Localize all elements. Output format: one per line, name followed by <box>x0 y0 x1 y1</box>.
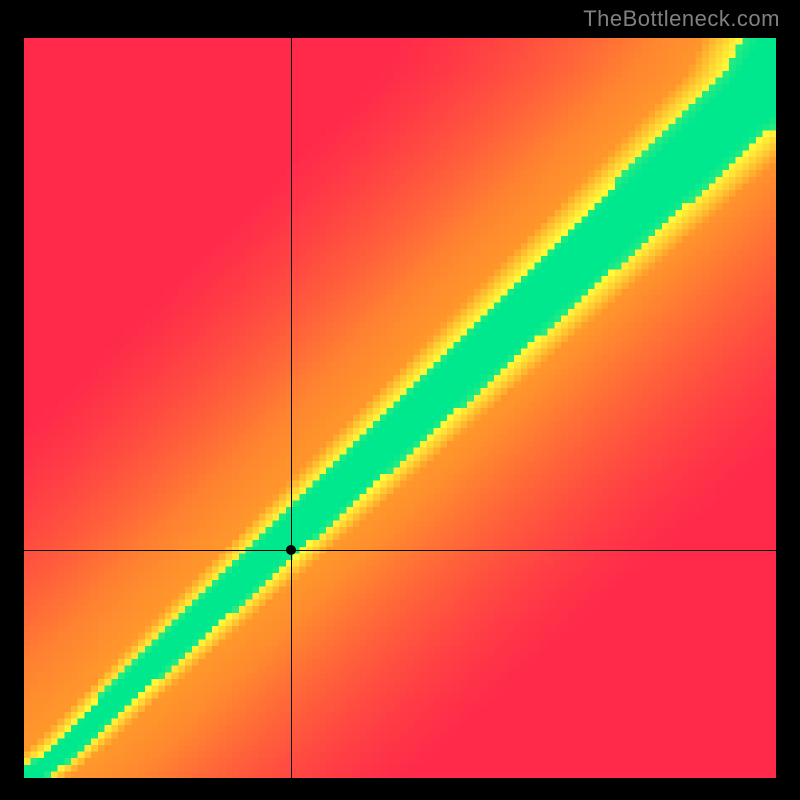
heatmap-plot <box>24 38 776 778</box>
crosshair-vertical <box>291 38 292 778</box>
heatmap-canvas <box>24 38 776 778</box>
watermark-text: TheBottleneck.com <box>583 6 780 32</box>
data-point-marker <box>286 545 296 555</box>
crosshair-horizontal <box>24 550 776 551</box>
